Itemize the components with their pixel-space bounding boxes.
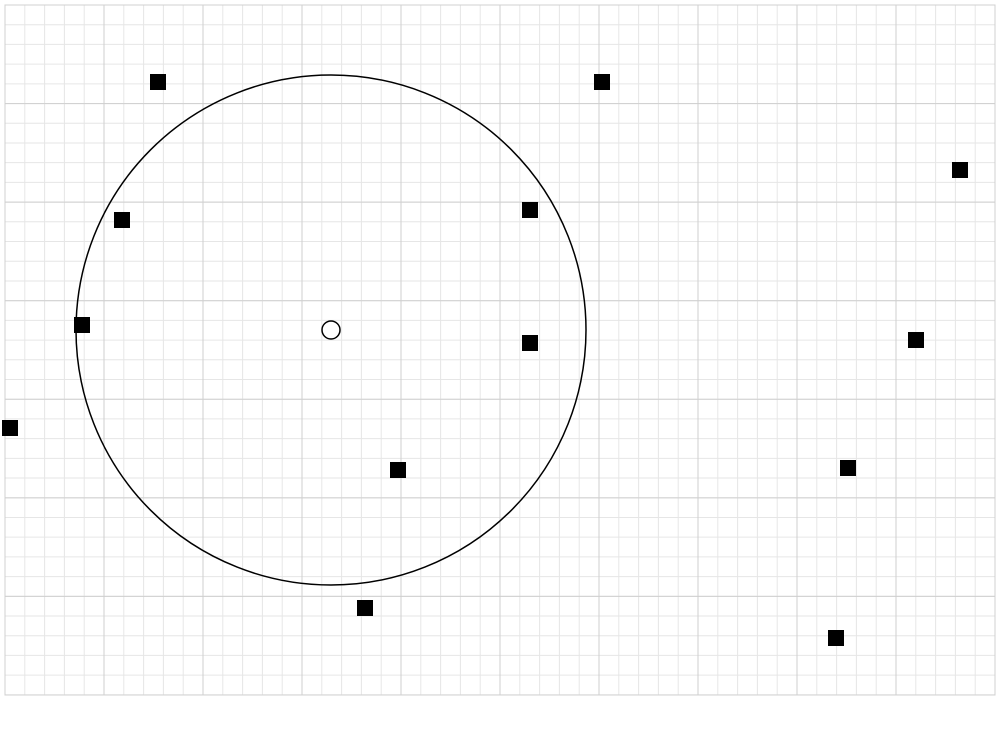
point-marker — [74, 317, 90, 333]
point-marker — [150, 74, 166, 90]
point-marker — [2, 420, 18, 436]
plot-svg — [0, 0, 1000, 740]
point-marker — [522, 335, 538, 351]
point-marker — [114, 212, 130, 228]
point-marker — [908, 332, 924, 348]
point-marker — [840, 460, 856, 476]
point-marker — [390, 462, 406, 478]
point-marker — [594, 74, 610, 90]
diagram-canvas — [0, 0, 1000, 740]
point-marker — [952, 162, 968, 178]
point-marker — [357, 600, 373, 616]
point-marker — [522, 202, 538, 218]
point-marker — [828, 630, 844, 646]
